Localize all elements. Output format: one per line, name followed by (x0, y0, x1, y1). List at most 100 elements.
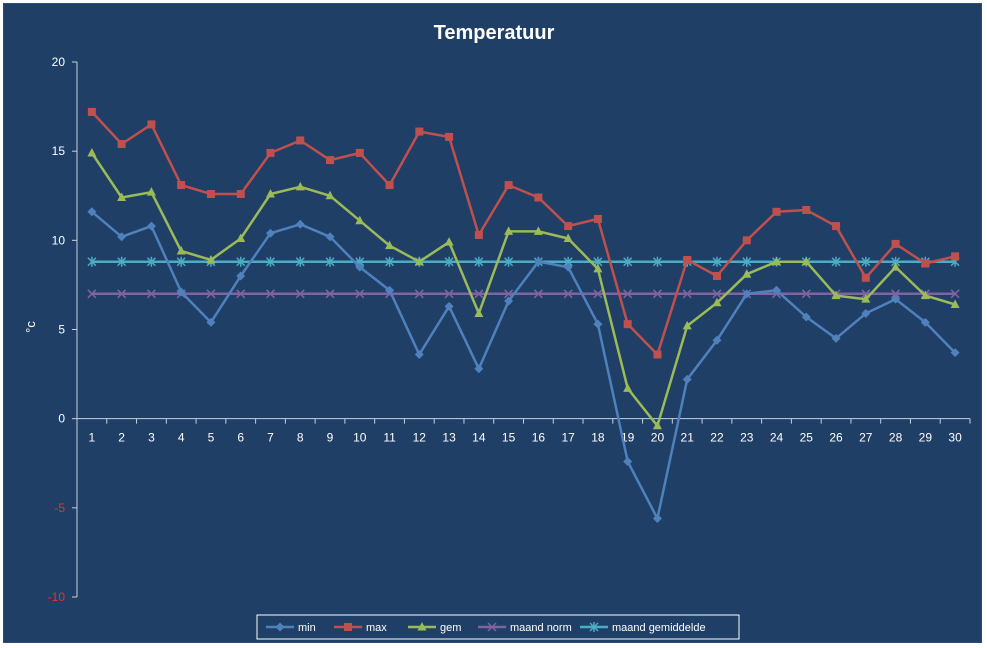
data-point-min (176, 287, 186, 297)
data-point-gem (236, 233, 246, 243)
data-point-maand-norm (146, 289, 156, 299)
data-point-min (87, 207, 97, 217)
data-point-gem (920, 290, 930, 300)
data-point-min (623, 456, 633, 466)
data-point-maand-gemiddelde (325, 256, 335, 267)
data-point-maand-norm (325, 289, 335, 299)
data-point-max (415, 127, 424, 136)
data-point-gem (504, 226, 514, 235)
series-min (87, 207, 960, 524)
x-tick-label: 21 (681, 431, 695, 445)
data-point-maand-gemiddelde (444, 256, 454, 267)
data-point-gem (385, 240, 395, 250)
y-tick-label: -10 (48, 590, 66, 604)
data-point-max (504, 181, 513, 190)
x-tick-label: 9 (327, 431, 334, 445)
data-point-min (801, 312, 811, 322)
data-point-maand-gemiddelde (236, 256, 246, 267)
data-point-max (683, 255, 692, 264)
data-point-gem (355, 215, 365, 225)
x-tick-label: 18 (591, 431, 605, 445)
chart-title: Temperatuur (434, 22, 555, 44)
x-tick-label: 7 (267, 431, 274, 445)
data-point-min (563, 262, 573, 272)
x-tick-label: 6 (237, 431, 244, 445)
data-point-maand-gemiddelde (831, 256, 841, 267)
data-point-maand-norm (682, 289, 692, 299)
data-point-max (593, 214, 602, 223)
data-point-min (920, 317, 930, 327)
data-point-gem (533, 226, 543, 235)
data-point-min (593, 319, 603, 329)
data-point-min (414, 349, 424, 359)
data-point-gem (891, 262, 901, 271)
data-point-gem (563, 233, 573, 243)
legend-swatch-marker (275, 622, 285, 632)
x-tick-label: 17 (561, 431, 575, 445)
data-point-gem (474, 308, 484, 317)
data-point-gem (444, 237, 454, 246)
data-point-maand-norm (265, 289, 276, 299)
data-point-maand-gemiddelde (87, 256, 97, 267)
data-point-maand-gemiddelde (385, 256, 395, 267)
data-point-max (385, 181, 394, 190)
data-point-maand-gemiddelde (176, 256, 186, 267)
x-tick-label: 25 (800, 431, 814, 445)
data-point-gem (712, 297, 722, 307)
data-point-max (117, 140, 126, 149)
data-point-maand-norm (444, 289, 454, 299)
data-point-gem (831, 290, 841, 300)
y-tick-label: 10 (52, 233, 66, 247)
data-point-min (891, 294, 901, 304)
data-point-min (504, 296, 514, 306)
data-point-maand-norm (801, 289, 811, 299)
legend-label: maand gemiddelde (612, 622, 706, 634)
data-point-gem (265, 188, 275, 198)
data-point-min (831, 333, 841, 343)
x-tick-label: 28 (889, 431, 903, 445)
data-point-max (772, 207, 781, 216)
data-point-maand-gemiddelde (504, 256, 514, 267)
series-line-gem (90, 152, 956, 428)
data-point-max (534, 193, 543, 202)
data-point-max (832, 222, 841, 231)
y-tick-label: 5 (58, 323, 65, 337)
legend-label: maand norm (510, 622, 572, 634)
data-point-max (355, 148, 364, 157)
data-point-maand-gemiddelde (474, 256, 484, 267)
x-tick-label: 14 (472, 431, 486, 445)
data-point-maand-gemiddelde (652, 256, 662, 267)
data-point-max (742, 236, 751, 245)
data-point-max (296, 136, 305, 145)
x-tick-label: 3 (148, 431, 155, 445)
data-point-gem (146, 187, 156, 196)
data-point-maand-gemiddelde (712, 256, 722, 267)
data-point-maand-gemiddelde (295, 256, 305, 267)
data-point-max (147, 120, 156, 129)
data-point-gem (414, 256, 424, 266)
data-point-gem (623, 383, 633, 392)
legend-entry-max: max (334, 622, 387, 634)
data-point-max (802, 206, 811, 215)
data-point-max (712, 272, 721, 280)
data-point-gem (652, 420, 662, 430)
data-point-max (87, 107, 96, 116)
data-point-max (891, 239, 900, 248)
data-point-min (950, 348, 960, 358)
data-point-min (652, 514, 662, 524)
data-point-max (266, 148, 275, 157)
data-point-maand-gemiddelde (861, 256, 871, 267)
x-tick-label: 2 (118, 431, 125, 445)
x-tick-label: 22 (710, 431, 724, 445)
data-point-min (861, 308, 871, 318)
chart-frame: Temperatuur °c -10 -5 0 5 10 15 20 1 2 3 4 5 6 7 8 9 10 1… (3, 3, 982, 643)
data-point-gem (176, 246, 186, 255)
data-point-min (206, 317, 216, 327)
data-point-maand-norm (652, 289, 662, 299)
series-maand-gemiddelde (87, 256, 960, 267)
data-point-maand-norm (891, 289, 901, 299)
data-point-max (921, 259, 930, 268)
data-point-maand-gemiddelde (623, 256, 633, 267)
